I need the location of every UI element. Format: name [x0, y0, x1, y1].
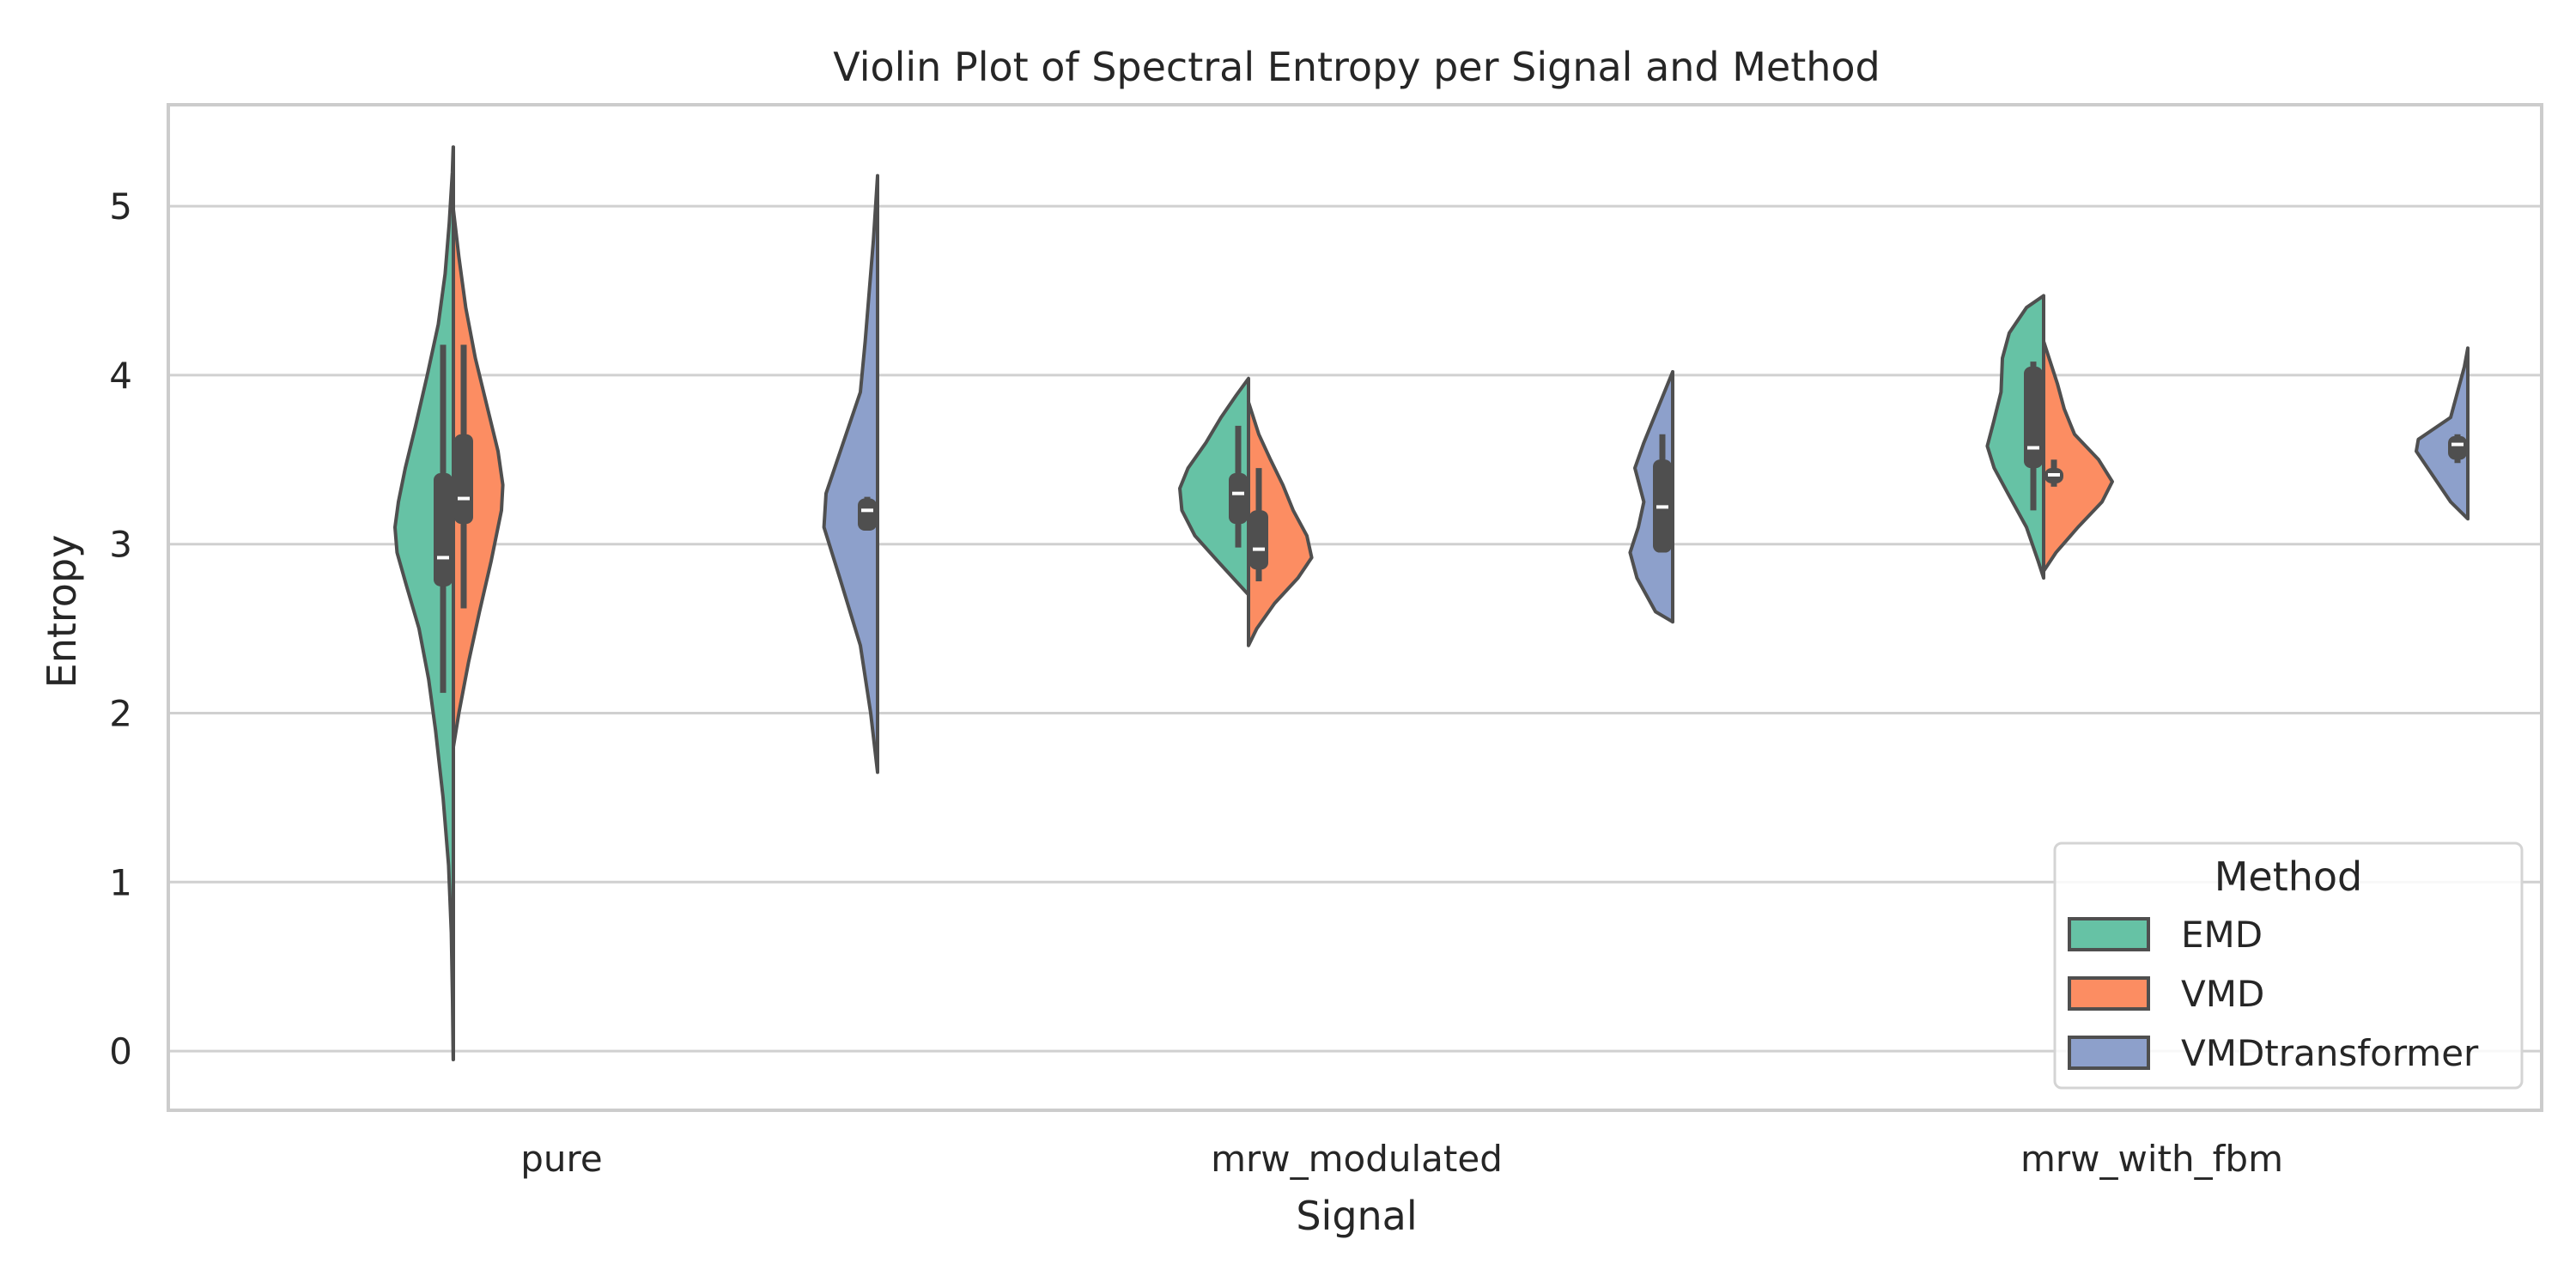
violin-EMD-mrw_modulated [1178, 376, 1250, 597]
x-tick-label-pure: pure [520, 1138, 602, 1180]
iqr-box-EMD-pure [434, 473, 453, 586]
plot-frame [167, 103, 2543, 1112]
violin-EMD-mrw_with_fbm [1985, 294, 2045, 580]
violin-layer [393, 145, 2470, 1061]
y-tick-label: 2 [109, 693, 132, 735]
iqr-box-VMD-pure [454, 434, 473, 525]
x-tick-label-mrw_with_fbm: mrw_with_fbm [2020, 1138, 2283, 1180]
y-tick-label: 0 [109, 1030, 132, 1072]
legend-box [2053, 841, 2524, 1090]
x-tick-label-mrw_modulated: mrw_modulated [1211, 1138, 1503, 1180]
violin-VMDtransformer-mrw_with_fbm [2415, 346, 2470, 521]
iqr-box-VMD-mrw_modulated [1249, 510, 1268, 570]
legend-label-VMDtransformer: VMDtransformer [2181, 1032, 2479, 1074]
iqr-box-EMD-mrw_modulated [1229, 473, 1248, 525]
x-tick-labels: pure mrw_modulated mrw_with_fbm [520, 1138, 2283, 1180]
y-axis-label: Entropy [39, 535, 85, 689]
legend-swatch-EMD [2068, 917, 2150, 951]
iqr-box-VMDtransformer-pure [858, 498, 877, 531]
legend: Method EMD VMD VMDtransformer [2053, 841, 2524, 1090]
y-tick-labels: 0 1 2 3 4 5 [109, 185, 132, 1072]
violin-VMDtransformer-pure [822, 173, 879, 775]
violin-VMD-mrw_with_fbm [2042, 339, 2114, 574]
legend-swatch-VMDtransformer [2068, 1036, 2150, 1070]
chart-title: Violin Plot of Spectral Entropy per Sign… [833, 44, 1880, 90]
y-tick-label: 5 [109, 185, 132, 228]
legend-label-EMD: EMD [2181, 914, 2263, 956]
y-tick-label: 3 [109, 524, 132, 566]
legend-items: EMD VMD VMDtransformer [2068, 914, 2479, 1074]
legend-title: Method [2215, 854, 2363, 900]
violin-VMD-mrw_modulated [1247, 400, 1314, 647]
legend-swatch-VMD [2068, 976, 2150, 1011]
y-tick-label: 1 [109, 861, 132, 903]
violin-EMD-pure [393, 145, 455, 1061]
iqr-box-EMD-mrw_with_fbm [2024, 367, 2043, 469]
y-tick-label: 4 [109, 355, 132, 397]
legend-label-VMD: VMD [2181, 973, 2264, 1015]
violin-VMD-pure [452, 208, 505, 749]
x-axis-label: Signal [1296, 1193, 1417, 1239]
iqr-box-VMDtransformer-mrw_with_fbm [2448, 435, 2467, 460]
